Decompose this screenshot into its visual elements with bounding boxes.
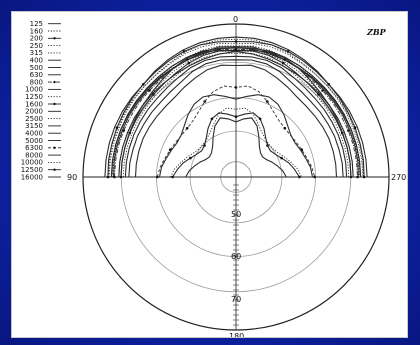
series-250 bbox=[108, 43, 364, 178]
legend-entry-label: 5000 bbox=[25, 137, 43, 145]
angle-label: 270 bbox=[391, 173, 406, 182]
legend-entry-label: 4000 bbox=[25, 130, 43, 138]
series-1600-marker bbox=[187, 61, 191, 65]
series-800-marker bbox=[122, 129, 125, 132]
series-6300-marker bbox=[234, 86, 238, 89]
logo-mark: ZBP bbox=[366, 27, 387, 37]
series-8000 bbox=[158, 94, 314, 178]
series-200-marker bbox=[286, 50, 290, 53]
series-layer bbox=[104, 36, 368, 179]
legend-entry-label: 1600 bbox=[25, 100, 43, 108]
legend-entry-marker bbox=[53, 80, 56, 84]
legend-entry-marker bbox=[53, 37, 56, 40]
radial-label: 50 bbox=[231, 210, 241, 219]
series-800-marker bbox=[347, 129, 350, 132]
series-200-marker bbox=[115, 126, 119, 129]
series-800-marker bbox=[148, 89, 151, 92]
legend-entry-label: 2500 bbox=[25, 115, 43, 123]
legend-entry-label: 2000 bbox=[25, 108, 43, 116]
series-12500-marker bbox=[210, 117, 214, 121]
angle-label: 0 bbox=[233, 15, 238, 24]
legend-entry-label: 3150 bbox=[25, 122, 43, 130]
series-800-marker bbox=[321, 89, 324, 92]
series-12500-marker bbox=[298, 175, 301, 179]
chart-panel: 0 90 180 270 50 60 70 125 160 200 250 315 400 500 630… bbox=[11, 11, 408, 338]
series-6300-marker bbox=[156, 175, 159, 179]
legend-entry-label: 12500 bbox=[21, 166, 43, 174]
legend-entry-marker bbox=[53, 168, 56, 171]
legend-entry-marker bbox=[53, 146, 56, 149]
series-5000 bbox=[134, 64, 338, 178]
legend: 1251602002503154005006308001000125016002… bbox=[21, 20, 61, 181]
legend-entry-label: 250 bbox=[30, 42, 43, 50]
series-12500-marker bbox=[266, 144, 269, 147]
series-200-marker bbox=[142, 83, 145, 86]
legend-entry-label: 6300 bbox=[25, 144, 43, 152]
series-12500-marker bbox=[189, 156, 192, 160]
series-10000 bbox=[169, 107, 303, 178]
series-6300-marker bbox=[283, 126, 287, 130]
angle-label: 90 bbox=[67, 173, 77, 182]
series-125 bbox=[104, 36, 368, 178]
series-800-marker bbox=[113, 175, 116, 179]
legend-entry-label: 10000 bbox=[21, 159, 43, 167]
series-12500-marker bbox=[258, 117, 262, 121]
legend-entry-label: 800 bbox=[30, 78, 43, 86]
series-1600-marker bbox=[317, 93, 320, 96]
series-2500 bbox=[122, 52, 350, 178]
series-200-marker bbox=[353, 126, 357, 129]
series-12500-marker bbox=[280, 156, 283, 160]
legend-entry-label: 16000 bbox=[21, 173, 43, 181]
series-6300-marker bbox=[313, 175, 317, 179]
legend-entry-label: 500 bbox=[30, 64, 43, 72]
series-6300-marker bbox=[203, 100, 206, 103]
series-12500-marker bbox=[203, 144, 206, 147]
series-4000 bbox=[128, 59, 344, 178]
series-12500-marker bbox=[171, 175, 174, 179]
legend-entry-label: 200 bbox=[30, 35, 43, 43]
legend-entry-label: 400 bbox=[30, 57, 43, 65]
radial-label: 70 bbox=[231, 295, 241, 304]
radial-label: 60 bbox=[231, 252, 241, 261]
series-2000 bbox=[120, 49, 352, 178]
series-200-marker bbox=[234, 40, 238, 43]
series-12500-marker bbox=[234, 115, 238, 118]
series-6300-marker bbox=[185, 126, 189, 130]
legend-entry-label: 8000 bbox=[25, 151, 43, 159]
legend-entry-marker bbox=[53, 102, 56, 106]
series-800-marker bbox=[356, 175, 359, 179]
series-3150 bbox=[124, 55, 348, 178]
series-200-marker bbox=[106, 175, 110, 179]
series-200-marker bbox=[362, 175, 366, 179]
legend-entry-label: 160 bbox=[30, 27, 43, 35]
series-200-marker bbox=[182, 50, 186, 53]
legend-entry-label: 1000 bbox=[25, 86, 43, 94]
series-200-marker bbox=[327, 83, 331, 86]
polar-grid bbox=[82, 23, 390, 331]
series-630 bbox=[110, 47, 362, 178]
legend-entry-label: 125 bbox=[30, 20, 43, 28]
axis-labels: 0 90 180 270 50 60 70 bbox=[67, 15, 406, 337]
legend-entry-label: 1250 bbox=[25, 93, 43, 101]
series-6300-marker bbox=[266, 100, 269, 103]
series-16000 bbox=[185, 117, 287, 178]
legend-entry-label: 315 bbox=[30, 49, 43, 57]
series-1600-marker bbox=[281, 61, 285, 65]
series-400 bbox=[113, 46, 359, 178]
series-1600-marker bbox=[152, 93, 155, 96]
angle-label: 180 bbox=[229, 332, 244, 337]
legend-entry-label: 630 bbox=[30, 71, 43, 79]
